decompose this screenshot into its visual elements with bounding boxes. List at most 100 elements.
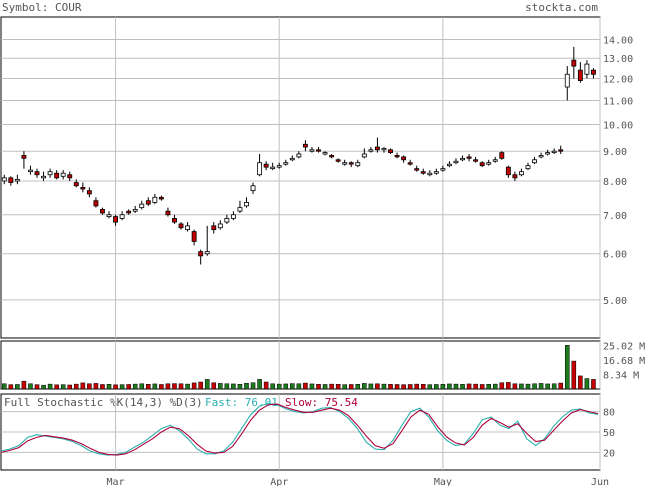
volume-bar: [113, 384, 118, 390]
volume-bar: [185, 383, 190, 390]
x-tick-label: Apr: [270, 477, 288, 486]
volume-bar: [362, 383, 367, 390]
volume-bar: [473, 383, 478, 390]
candle: [185, 222, 191, 232]
brand-label: stockta.com: [525, 1, 598, 14]
candle-body: [329, 155, 335, 158]
price-tick-label: 10.00: [603, 121, 633, 132]
candle: [113, 214, 118, 226]
candle-body: [591, 69, 596, 75]
volume-bar: [578, 375, 583, 390]
candle: [577, 62, 583, 83]
candle-body: [80, 186, 86, 190]
candle: [224, 214, 230, 224]
volume-tick-label: 25.02 M: [603, 341, 645, 352]
candle: [158, 195, 164, 201]
candle-body: [217, 223, 223, 229]
price-tick-label: 12.00: [603, 74, 633, 85]
candle: [532, 156, 537, 165]
volume-bar: [447, 383, 452, 390]
candle-body: [342, 162, 348, 165]
candle: [67, 171, 73, 181]
volume-bar: [152, 383, 158, 390]
slow-line: [0, 403, 599, 456]
volume-bar: [204, 379, 210, 390]
candle-body: [126, 210, 132, 214]
candle: [499, 151, 505, 160]
candle: [407, 159, 413, 166]
candle: [460, 155, 465, 162]
candle-body: [374, 146, 380, 151]
candle: [545, 149, 551, 156]
candle: [217, 220, 223, 230]
candle: [355, 159, 361, 168]
stochastic-tick-label: 50: [603, 428, 615, 439]
volume-bar: [355, 384, 361, 390]
price-tick-label: 8.00: [603, 177, 627, 188]
volume-bar: [512, 383, 518, 390]
candle-body: [276, 165, 282, 168]
candle-body: [532, 159, 537, 164]
volume-bar: [466, 383, 472, 390]
volume-bar: [8, 384, 14, 390]
x-tick-label: Mar: [107, 477, 125, 486]
fast-line: [0, 402, 599, 456]
fast-name: Fast: [205, 396, 232, 409]
candle: [571, 46, 577, 79]
candle: [211, 222, 217, 234]
candle-body: [538, 155, 544, 158]
candle: [93, 197, 99, 208]
price-tick-label: 14.00: [603, 35, 633, 46]
stochastic-title: Full Stochastic %K(14,3) %D(3): [4, 396, 203, 409]
candle-body: [1, 177, 7, 182]
candle-body: [185, 225, 191, 231]
volume-bar: [237, 384, 243, 390]
price-frame: [0, 16, 601, 339]
volume-bar: [322, 384, 328, 390]
candle: [374, 137, 380, 153]
candle-body: [198, 251, 204, 257]
candle: [126, 209, 132, 215]
candle-body: [263, 163, 269, 168]
candle: [414, 165, 420, 172]
candle: [28, 165, 33, 175]
volume-bar: [525, 383, 531, 390]
volume-bar: [263, 381, 269, 390]
candle: [302, 140, 308, 152]
candle-body: [211, 225, 217, 231]
volume-bar: [375, 383, 380, 390]
candle-body: [73, 182, 79, 187]
candle-body: [224, 217, 230, 223]
candle-body: [283, 162, 289, 165]
candle-body: [348, 162, 354, 165]
candle-body: [106, 214, 112, 217]
candle: [263, 161, 269, 171]
symbol-label: Symbol: COUR: [2, 1, 82, 14]
candle-body: [309, 149, 315, 152]
candle: [172, 214, 177, 224]
candle: [486, 159, 492, 166]
candle: [473, 156, 479, 163]
volume-bar: [165, 383, 171, 390]
candle: [538, 152, 544, 159]
price-tick-label: 5.00: [603, 296, 627, 307]
candle: [244, 197, 249, 208]
candle: [401, 155, 407, 163]
price-tick-label: 11.00: [603, 96, 633, 107]
candle-body: [564, 73, 570, 88]
volume-bar: [15, 384, 20, 390]
candle-body: [100, 208, 105, 214]
volume-bar: [499, 382, 505, 390]
volume-bar: [329, 383, 334, 390]
volume-bar: [74, 383, 79, 390]
candle-body: [152, 196, 158, 203]
volume-bar: [257, 379, 262, 390]
candle-body: [165, 210, 171, 216]
candle-body: [41, 175, 46, 179]
volume-bar: [394, 384, 400, 390]
candle: [41, 171, 46, 181]
volume-bar: [172, 383, 177, 390]
volume-bar: [28, 383, 33, 390]
stochastic-tick-label: 20: [603, 448, 615, 459]
volume-bar: [270, 383, 275, 390]
